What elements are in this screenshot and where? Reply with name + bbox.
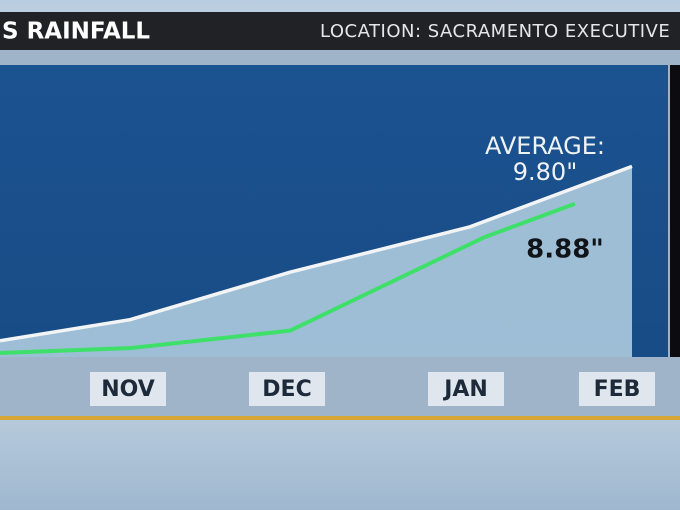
side-strip (670, 65, 680, 357)
x-label-box (249, 372, 325, 406)
value-label: 8.88" (526, 235, 604, 265)
header-bar (0, 12, 680, 50)
line (0, 201, 576, 355)
x-label-box (428, 372, 504, 406)
gold-rule (0, 416, 680, 420)
line (0, 164, 633, 343)
value-label: 9.80" (513, 158, 577, 186)
chart-subtitle: LOCATION: SACRAMENTO EXECUTIVE (320, 21, 670, 42)
x-tick-label: FEB (594, 377, 641, 402)
x-label-box (579, 372, 655, 406)
chart-title: S RAINFALL (2, 19, 150, 45)
area (0, 166, 632, 357)
legend-label: AVERAGE: (485, 132, 605, 160)
x-tick-label: JAN (442, 377, 488, 402)
x-tick-label: DEC (262, 377, 311, 402)
x-label-box (90, 372, 166, 406)
x-tick-label: NOV (101, 377, 155, 402)
